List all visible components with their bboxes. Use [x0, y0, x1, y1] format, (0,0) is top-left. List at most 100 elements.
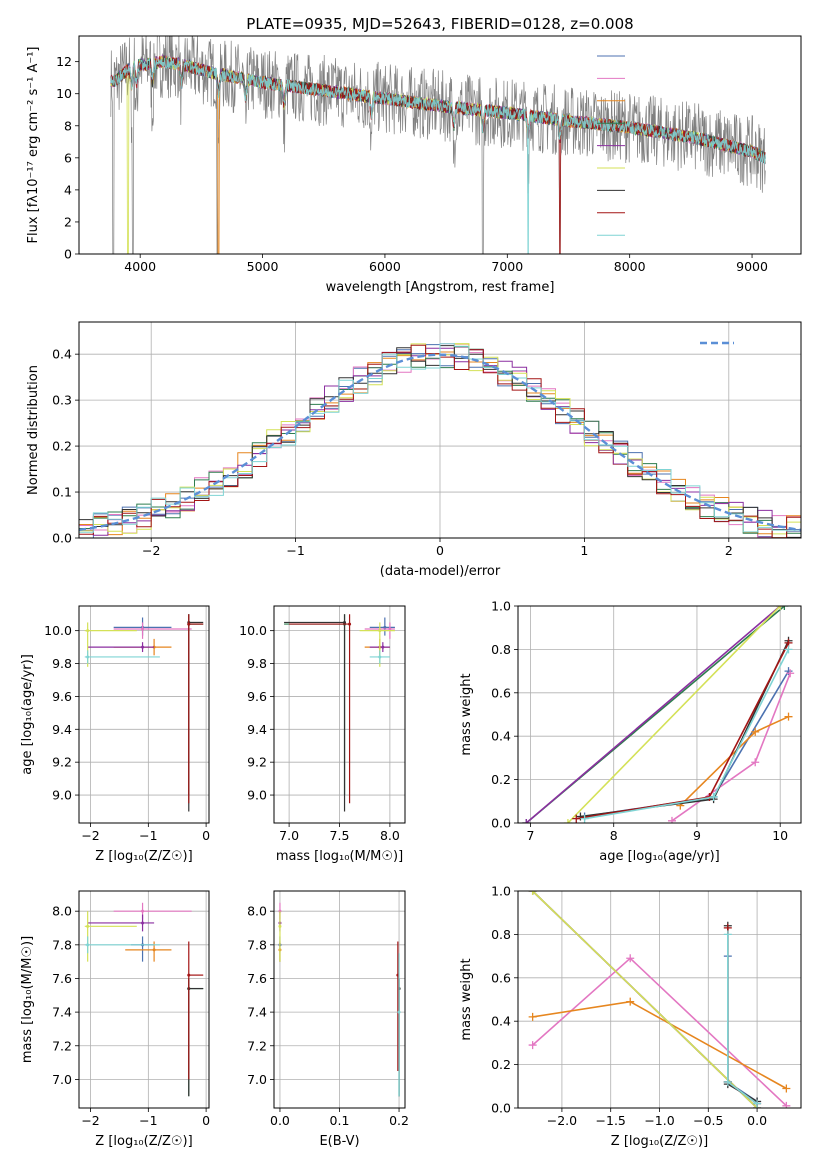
y-tick-label: 0.1 — [52, 485, 72, 500]
y-tick-label: 0.4 — [491, 729, 511, 744]
y-tick-label: 2 — [64, 214, 72, 229]
plus-marker — [782, 1084, 791, 1093]
data-point — [388, 627, 392, 631]
y-axis-label: Normed distribution — [26, 365, 41, 495]
x-axis-label: mass [log₁₀(M/M☉)] — [276, 849, 403, 864]
data-point — [187, 973, 191, 977]
axes-frame — [78, 890, 210, 1109]
x-axis-label: (data-model)/error — [380, 564, 501, 579]
data-point — [141, 627, 145, 631]
y-tick-label: 7.6 — [247, 971, 267, 986]
y-tick-label: 1.0 — [491, 884, 511, 899]
axes-frame — [517, 890, 802, 1109]
y-axis-label: Flux [fλ10⁻¹⁷ erg cm⁻² s⁻¹ A⁻¹] — [26, 47, 41, 244]
y-axis-label: age [log₁₀(age/yr)] — [20, 654, 35, 775]
x-tick-label: −2 — [142, 543, 160, 558]
x-tick-label: 7.0 — [279, 828, 299, 843]
plot-area — [84, 902, 204, 1097]
y-tick-label: 0.6 — [491, 970, 511, 985]
plus-marker — [753, 1099, 762, 1108]
plus-marker — [723, 930, 732, 939]
figure-title: PLATE=0935, MJD=52643, FIBERID=0128, z=0… — [246, 15, 633, 33]
data-point — [141, 921, 145, 925]
plus-marker — [528, 1041, 537, 1050]
y-tick-label: 4 — [64, 182, 72, 197]
y-tick-label: 9.2 — [52, 755, 72, 770]
y-tick-label: 10 — [56, 86, 72, 101]
x-axis-label: Z [log₁₀(Z/Z☉)] — [95, 849, 192, 864]
normal-curve — [79, 353, 801, 532]
plus-marker — [751, 758, 760, 767]
y-tick-label: 9.6 — [52, 689, 72, 704]
x-tick-label: 4000 — [124, 259, 156, 274]
plus-marker — [782, 1101, 791, 1108]
y-tick-label: 0.0 — [491, 1101, 511, 1116]
massweight-series-line — [525, 606, 781, 823]
plus-marker — [784, 712, 793, 721]
axes-frame — [78, 35, 802, 255]
x-axis-label: Z [log₁₀(Z/Z☉)] — [95, 1134, 192, 1149]
y-tick-label: 9.0 — [247, 788, 267, 803]
x-tick-label: 7.5 — [330, 828, 350, 843]
y-tick-label: 9.8 — [52, 656, 72, 671]
mass_vs_EBV-panel: 0.0 0.1 0.2 7.0 7.2 7.4 7.6 7.8 8.0 E(B-V) — [247, 890, 409, 1149]
legend — [597, 55, 625, 236]
x-tick-label: 6000 — [369, 259, 401, 274]
plot-area — [284, 614, 395, 812]
x-axis-label: E(B-V) — [319, 1134, 359, 1149]
plot-area — [79, 343, 801, 538]
data-point — [348, 622, 352, 626]
plus-marker — [667, 816, 676, 823]
x-tick-label: 0 — [436, 543, 444, 558]
y-tick-label: 7.0 — [247, 1072, 267, 1087]
data-point — [86, 655, 90, 659]
data-point — [141, 909, 145, 913]
plus-marker — [522, 819, 531, 823]
x-tick-label: 0 — [202, 828, 210, 843]
massweight-series-line — [532, 891, 758, 1108]
axes-frame — [78, 605, 210, 824]
y-tick-label: 8 — [64, 118, 72, 133]
y-tick-label: 7.6 — [52, 971, 72, 986]
x-tick-label: −1.0 — [644, 1113, 674, 1128]
x-tick-label: 0.1 — [330, 1113, 350, 1128]
x-tick-label: 10 — [772, 828, 788, 843]
plus-marker — [563, 819, 572, 823]
plus-marker — [528, 891, 537, 895]
data-point — [397, 1010, 401, 1014]
massweight-series-line — [727, 934, 758, 1105]
y-tick-label: 9.0 — [52, 788, 72, 803]
y-tick-label: 10.0 — [239, 623, 267, 638]
y-tick-label: 9.2 — [247, 755, 267, 770]
x-tick-label: 0 — [202, 1113, 210, 1128]
y-tick-label: 0.0 — [491, 816, 511, 831]
y-tick-label: 0.6 — [491, 685, 511, 700]
plus-marker — [576, 812, 585, 821]
x-tick-label: 8000 — [614, 259, 646, 274]
data-point — [86, 629, 90, 633]
y-tick-label: 8.0 — [52, 904, 72, 919]
plot-area — [522, 606, 795, 823]
residuals-panel: −2 −1 0 1 2 0.0 0.1 0.2 0.3 0.4 (data-model)/error… — [26, 321, 802, 579]
data-point — [278, 924, 282, 928]
plus-marker — [784, 645, 793, 654]
age_vs_mass-panel: 7.0 7.5 8.0 9.0 9.2 9.4 9.6 9.8 10.0 mass [log₁₀(… — [239, 605, 406, 864]
y-tick-label: 7.2 — [247, 1038, 267, 1053]
massweight-series-line — [567, 606, 781, 823]
y-tick-label: 0.3 — [52, 393, 72, 408]
x-tick-label: −1 — [139, 828, 157, 843]
x-tick-label: −2 — [81, 1113, 99, 1128]
y-tick-label: 9.8 — [247, 656, 267, 671]
plot-area — [278, 902, 401, 1097]
plot-area — [84, 614, 204, 812]
data-point — [141, 645, 145, 649]
massweight-series-line — [727, 927, 758, 1105]
y-tick-label: 7.4 — [247, 1005, 267, 1020]
x-tick-label: 8.0 — [380, 828, 400, 843]
y-tick-label: 0.8 — [491, 642, 511, 657]
data-point — [378, 629, 382, 633]
data-point — [187, 622, 191, 626]
y-tick-label: 9.4 — [52, 722, 72, 737]
y-tick-label: 7.2 — [52, 1038, 72, 1053]
y-tick-label: 12 — [56, 54, 72, 69]
